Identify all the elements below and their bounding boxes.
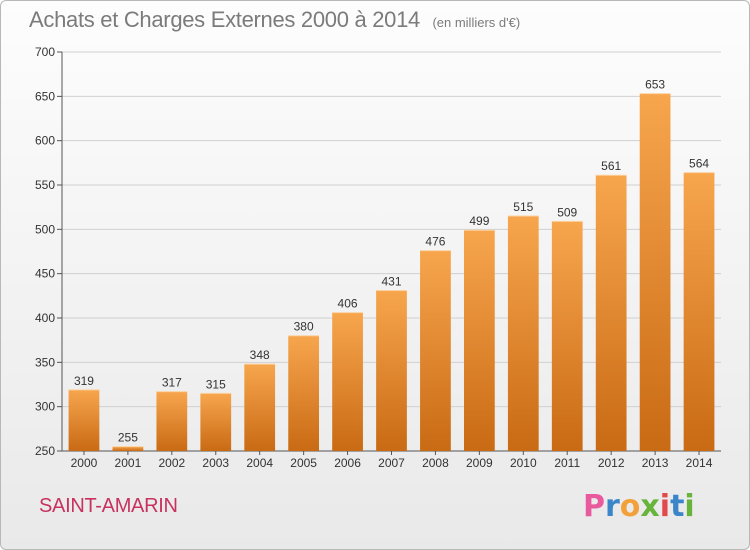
x-tick-label: 2005 [290, 456, 317, 470]
bar [288, 335, 320, 451]
x-tick-label: 2006 [334, 456, 361, 470]
value-label: 431 [381, 275, 401, 289]
x-tick-label: 2004 [246, 456, 273, 470]
x-tick-label: 2010 [510, 456, 537, 470]
y-tick-label: 350 [35, 355, 55, 369]
bar [639, 93, 671, 451]
x-tick-label: 2007 [378, 456, 405, 470]
logo-letter: i [659, 489, 671, 524]
value-label: 317 [162, 376, 182, 390]
proxiti-logo: Proxiti [583, 489, 695, 524]
logo-letter: i [684, 489, 695, 524]
y-tick-label: 550 [35, 178, 55, 192]
logo-letter: P [583, 489, 605, 524]
bar [595, 175, 627, 451]
value-label: 319 [74, 374, 94, 388]
bar [463, 230, 495, 451]
logo-letter: o [619, 489, 641, 524]
x-tick-label: 2008 [422, 456, 449, 470]
town-name: SAINT-AMARIN [39, 495, 178, 517]
title-row: Achats et Charges Externes 2000 à 2014 (… [29, 7, 520, 33]
bar [420, 250, 451, 451]
y-tick-label: 650 [35, 89, 55, 103]
value-label: 380 [294, 320, 314, 334]
logo-letter: x [640, 489, 660, 524]
bar [244, 364, 276, 451]
y-tick-label: 400 [35, 311, 55, 325]
logo-letter: r [605, 489, 620, 524]
x-tick-label: 2014 [686, 456, 713, 470]
x-tick-label: 2000 [71, 456, 98, 470]
bar [156, 391, 188, 451]
x-tick-label: 2009 [466, 456, 493, 470]
chart-subtitle: (en milliers d'€) [432, 15, 521, 30]
value-label: 255 [118, 431, 138, 445]
value-label: 499 [469, 214, 489, 228]
value-label: 561 [601, 159, 621, 173]
value-label: 315 [206, 377, 226, 391]
chart-title: Achats et Charges Externes 2000 à 2014 [29, 7, 420, 32]
bar [683, 172, 715, 451]
y-tick-label: 600 [35, 134, 55, 148]
x-tick-label: 2013 [642, 456, 669, 470]
x-tick-label: 2012 [598, 456, 625, 470]
x-tick-label: 2003 [202, 456, 229, 470]
y-tick-label: 300 [35, 400, 55, 414]
bar [112, 446, 144, 451]
value-label: 406 [338, 297, 358, 311]
value-label: 476 [425, 235, 445, 249]
value-label: 653 [645, 78, 665, 92]
value-label: 348 [250, 348, 270, 362]
bar [68, 389, 100, 451]
value-label: 509 [557, 205, 577, 219]
bar [332, 312, 363, 451]
y-tick-label: 500 [35, 222, 55, 236]
value-label: 515 [513, 200, 533, 214]
logo-letter: t [670, 489, 685, 524]
y-tick-label: 250 [35, 444, 55, 458]
x-tick-label: 2002 [158, 456, 185, 470]
y-tick-label: 700 [35, 45, 55, 59]
bar [507, 216, 539, 451]
x-tick-label: 2011 [554, 456, 580, 470]
bar [200, 393, 232, 451]
y-tick-label: 450 [35, 267, 55, 281]
bar [376, 290, 407, 451]
value-label: 564 [689, 157, 709, 171]
bar [551, 221, 583, 451]
x-tick-label: 2001 [115, 456, 142, 470]
